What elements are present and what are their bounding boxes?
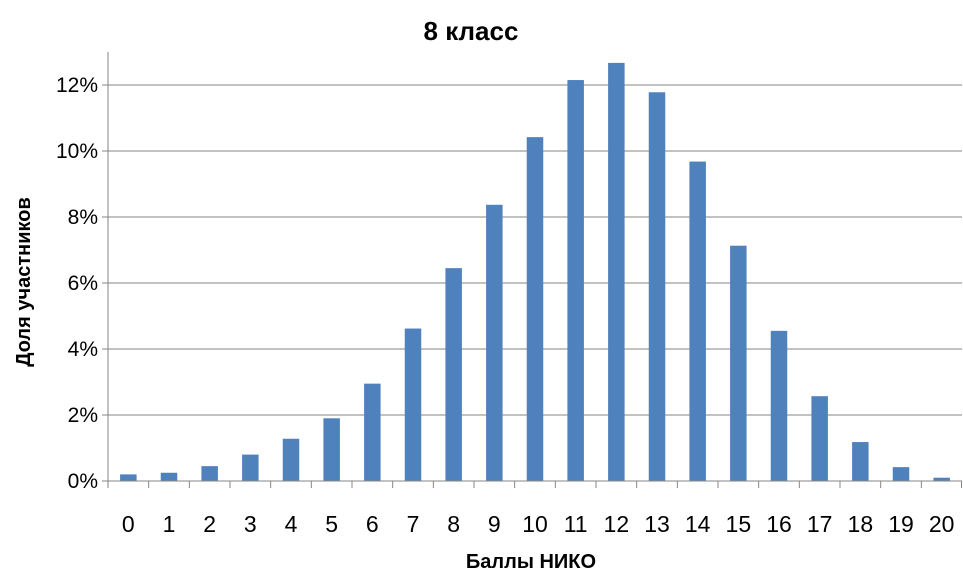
x-tick-label: 15 — [726, 511, 752, 537]
x-tick-label: 7 — [407, 511, 420, 537]
x-axis-title: Баллы НИКО — [466, 551, 596, 573]
y-tick-label: 6% — [68, 272, 98, 295]
bar-13 — [648, 92, 666, 481]
bar-18 — [852, 442, 869, 481]
bars — [120, 62, 950, 482]
bar-15 — [730, 245, 747, 481]
x-tick-label: 19 — [888, 511, 914, 537]
y-tick-label: 4% — [68, 338, 98, 361]
bar-1 — [160, 472, 178, 481]
axes — [107, 52, 962, 488]
bar-16 — [770, 330, 788, 481]
bar-6 — [364, 383, 381, 481]
x-tick-label: 8 — [447, 511, 460, 537]
x-axis-tick-labels: 0 1 2 3 4 5 6 7 8 9 10 11 12 13 14 15 16 17 18 19 20 — [122, 511, 955, 537]
x-tick-label: 18 — [848, 511, 874, 537]
x-tick-label: 20 — [929, 511, 955, 537]
y-tick-label: 8% — [68, 206, 98, 229]
x-tick-label: 11 — [564, 511, 588, 537]
bar-2 — [201, 466, 218, 481]
y-axis-tick-labels: 0% 2% 4% 6% 8% 10% 12% — [56, 74, 108, 493]
x-tick-label: 4 — [285, 511, 298, 537]
bar-4 — [282, 438, 300, 481]
bar-7 — [404, 328, 422, 481]
y-tick-label: 10% — [56, 140, 98, 163]
x-tick-label: 12 — [604, 511, 630, 537]
bar-0 — [120, 474, 137, 481]
x-tick-label: 5 — [325, 511, 338, 537]
x-tick-label: 13 — [644, 511, 670, 537]
y-axis-title: Доля участников — [13, 197, 35, 367]
bar-8 — [445, 268, 462, 481]
bar-20 — [933, 477, 950, 481]
chart-title: 8 класс — [424, 16, 519, 46]
y-tick-label: 2% — [68, 404, 98, 427]
x-tick-label: 2 — [203, 511, 216, 537]
bar-17 — [811, 396, 828, 481]
y-tick-label: 12% — [56, 74, 98, 97]
x-tick-label: 10 — [522, 511, 548, 537]
bar-14 — [689, 161, 706, 481]
y-tick-label: 0% — [68, 470, 98, 493]
bar-10 — [526, 137, 544, 481]
x-tick-label: 17 — [807, 511, 833, 537]
x-tick-label: 1 — [163, 511, 176, 537]
x-tick-label: 3 — [244, 511, 257, 537]
bar-5 — [323, 418, 340, 481]
x-tick-label: 9 — [488, 511, 501, 537]
bar-19 — [892, 467, 910, 481]
x-tick-label: 6 — [366, 511, 379, 537]
x-tick-label: 16 — [766, 511, 792, 537]
bar-9 — [486, 204, 503, 482]
bar-12 — [608, 62, 625, 481]
x-tick-label: 0 — [122, 511, 135, 537]
bar-11 — [567, 80, 584, 482]
bar-3 — [242, 454, 259, 481]
x-tick-label: 14 — [685, 511, 711, 537]
